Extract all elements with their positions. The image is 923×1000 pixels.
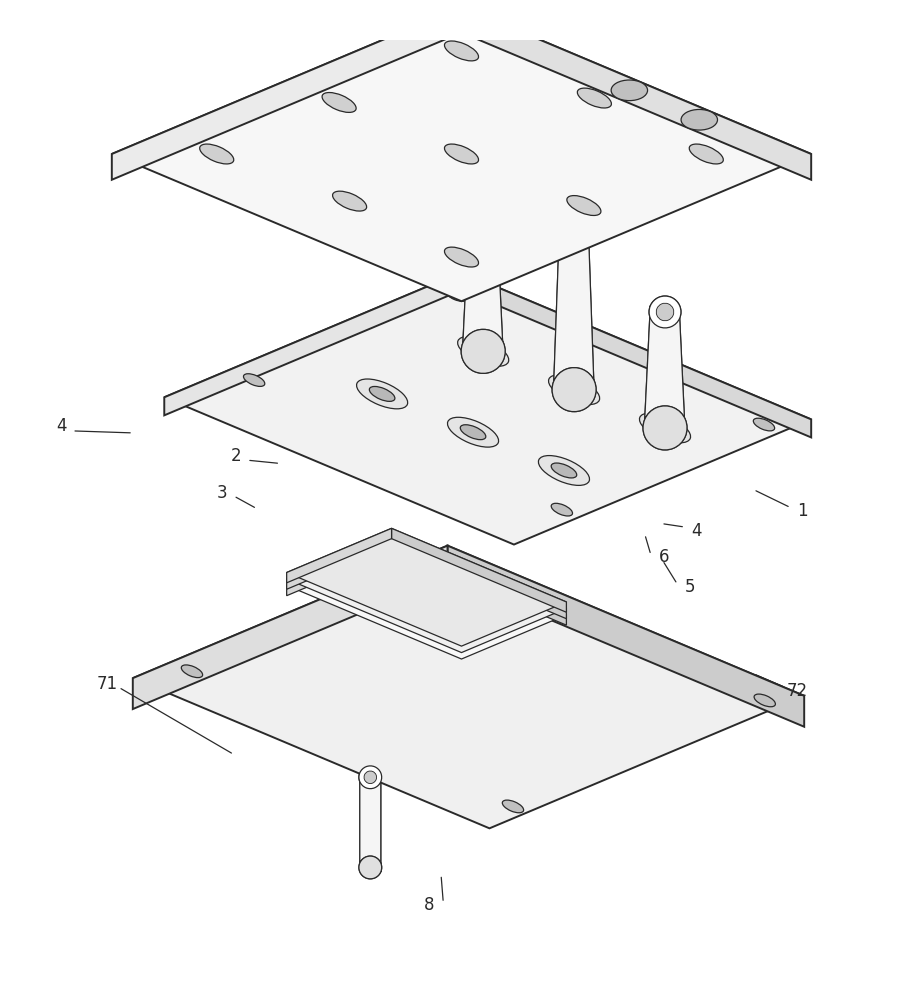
Polygon shape: [287, 541, 391, 596]
Polygon shape: [287, 541, 567, 659]
Polygon shape: [645, 296, 687, 436]
Polygon shape: [462, 229, 503, 373]
Ellipse shape: [364, 771, 377, 784]
Polygon shape: [391, 541, 567, 625]
Polygon shape: [287, 528, 391, 583]
Ellipse shape: [653, 420, 677, 435]
Ellipse shape: [753, 418, 774, 431]
Ellipse shape: [502, 800, 523, 813]
Text: 5: 5: [685, 578, 695, 596]
Polygon shape: [391, 535, 567, 619]
Polygon shape: [359, 773, 381, 879]
Ellipse shape: [433, 559, 454, 572]
Polygon shape: [558, 144, 589, 251]
Ellipse shape: [551, 503, 572, 516]
Text: 2: 2: [231, 447, 241, 465]
Ellipse shape: [461, 425, 485, 440]
Text: 72: 72: [786, 682, 808, 700]
Ellipse shape: [640, 413, 690, 443]
Polygon shape: [462, 7, 811, 180]
Ellipse shape: [356, 379, 408, 409]
Ellipse shape: [458, 336, 509, 366]
Polygon shape: [643, 306, 685, 450]
Text: 4: 4: [691, 522, 701, 540]
Text: 71: 71: [97, 675, 118, 693]
Ellipse shape: [467, 219, 499, 251]
Text: 1: 1: [797, 502, 808, 520]
Polygon shape: [287, 535, 391, 589]
Ellipse shape: [445, 144, 478, 164]
Polygon shape: [552, 229, 594, 412]
Ellipse shape: [611, 80, 648, 101]
Ellipse shape: [448, 417, 498, 447]
Ellipse shape: [656, 303, 674, 321]
Polygon shape: [462, 272, 811, 437]
Ellipse shape: [561, 382, 587, 397]
Ellipse shape: [332, 191, 366, 211]
Ellipse shape: [548, 375, 600, 405]
Ellipse shape: [359, 766, 382, 789]
Ellipse shape: [681, 109, 717, 130]
Ellipse shape: [538, 456, 590, 485]
Polygon shape: [448, 546, 804, 727]
Ellipse shape: [322, 93, 356, 112]
Text: 8: 8: [424, 896, 435, 914]
Ellipse shape: [552, 368, 596, 412]
Ellipse shape: [558, 219, 590, 251]
Polygon shape: [133, 546, 804, 828]
Ellipse shape: [359, 856, 382, 879]
Polygon shape: [463, 219, 505, 360]
Ellipse shape: [474, 227, 492, 244]
Polygon shape: [391, 528, 567, 612]
Ellipse shape: [471, 344, 496, 359]
Ellipse shape: [649, 296, 681, 328]
Ellipse shape: [578, 88, 611, 108]
Text: 3: 3: [217, 484, 228, 502]
Ellipse shape: [445, 41, 478, 61]
Ellipse shape: [551, 463, 577, 478]
Ellipse shape: [446, 289, 467, 301]
Ellipse shape: [244, 374, 265, 386]
Polygon shape: [133, 546, 448, 709]
Polygon shape: [360, 766, 382, 872]
Ellipse shape: [643, 406, 687, 450]
Polygon shape: [287, 535, 567, 653]
Ellipse shape: [689, 144, 724, 164]
Text: 6: 6: [659, 548, 669, 566]
Ellipse shape: [565, 226, 582, 244]
Ellipse shape: [567, 196, 601, 215]
Ellipse shape: [181, 665, 203, 678]
Text: 4: 4: [56, 417, 66, 435]
Ellipse shape: [445, 247, 478, 267]
Ellipse shape: [369, 386, 395, 401]
Polygon shape: [112, 7, 811, 301]
Ellipse shape: [754, 694, 775, 707]
Ellipse shape: [558, 219, 590, 251]
Polygon shape: [554, 219, 596, 398]
Ellipse shape: [462, 329, 505, 373]
Polygon shape: [164, 272, 811, 545]
Polygon shape: [287, 528, 567, 646]
Polygon shape: [112, 7, 462, 180]
Polygon shape: [164, 272, 462, 415]
Ellipse shape: [199, 144, 234, 164]
